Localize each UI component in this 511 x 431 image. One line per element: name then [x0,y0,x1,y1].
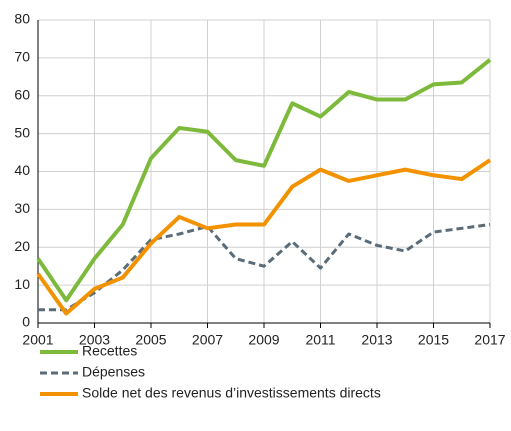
y-tick-label: 10 [14,276,30,292]
x-tick-label: 2005 [135,332,166,348]
series-line [38,223,491,312]
x-tick-label: 2017 [474,332,505,348]
x-tick-label: 2001 [22,332,53,348]
series-line [36,158,492,316]
y-tick-label: 60 [14,86,30,102]
x-tick-label: 2013 [361,332,392,348]
legend-label: Solde net des revenus d’investissements … [82,385,381,401]
series-line [36,58,492,303]
x-tick-label: 2009 [248,332,279,348]
x-tick-label: 2007 [192,332,223,348]
y-tick-label: 70 [14,49,30,65]
y-tick-label: 20 [14,238,30,254]
x-tick-label: 2015 [418,332,449,348]
y-tick-label: 80 [14,11,30,27]
y-tick-label: 50 [14,124,30,140]
y-tick-label: 0 [22,314,30,330]
y-tick-label: 30 [14,200,30,216]
x-tick-label: 2011 [305,332,335,348]
legend-label: Recettes [82,343,137,359]
y-tick-label: 40 [14,162,30,178]
legend-label: Dépenses [82,364,145,380]
x-tick-label: 2003 [79,332,110,348]
